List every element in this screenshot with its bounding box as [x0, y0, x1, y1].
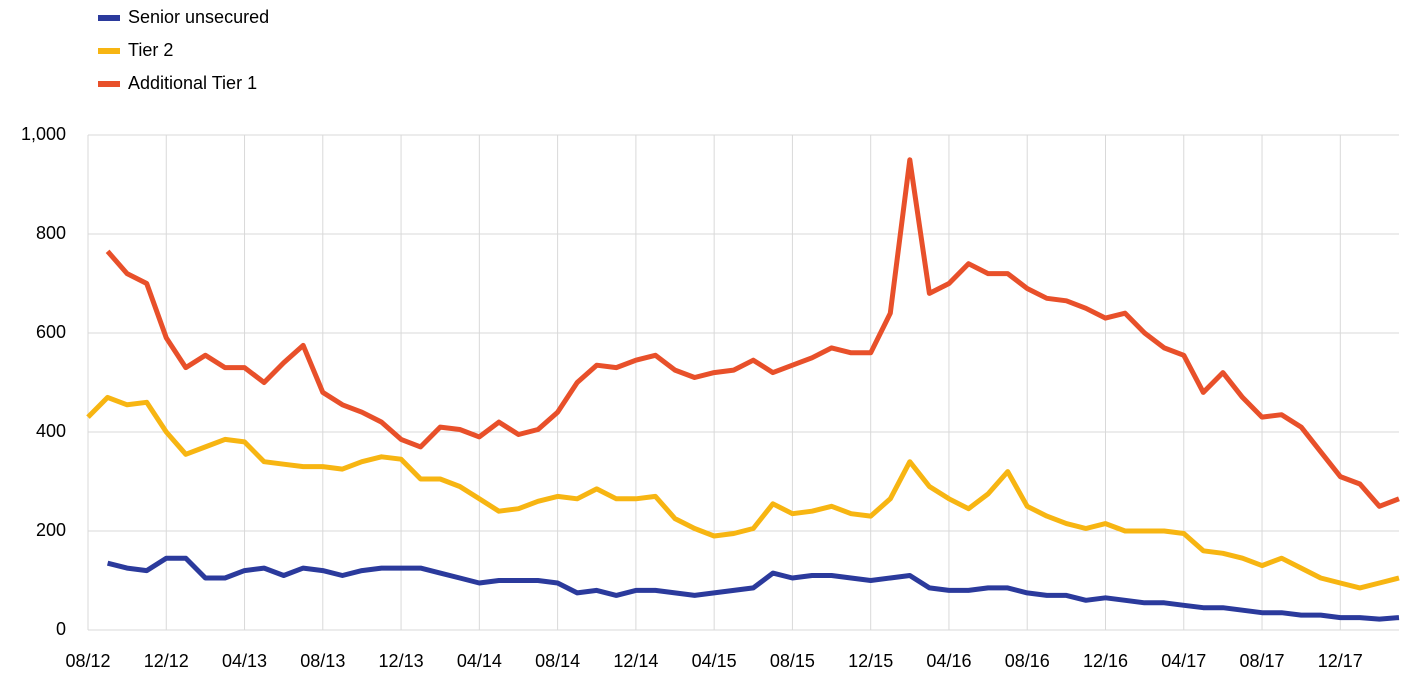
y-tick-label: 600	[36, 322, 66, 342]
series-line	[86, 394, 1400, 591]
y-tick-label: 400	[36, 421, 66, 441]
series-line	[105, 157, 1400, 509]
x-tick-label: 04/17	[1161, 651, 1206, 671]
x-tick-label: 08/17	[1240, 651, 1285, 671]
x-tick-label: 08/13	[300, 651, 345, 671]
x-tick-label: 08/15	[770, 651, 815, 671]
x-tick-label: 12/14	[613, 651, 658, 671]
y-tick-label: 0	[56, 619, 66, 639]
x-tick-label: 04/15	[692, 651, 737, 671]
x-tick-label: 12/12	[144, 651, 189, 671]
x-tick-label: 12/13	[379, 651, 424, 671]
x-tick-label: 04/14	[457, 651, 502, 671]
y-tick-label: 200	[36, 520, 66, 540]
x-tick-label: 12/17	[1318, 651, 1363, 671]
x-tick-label: 08/12	[65, 651, 110, 671]
y-tick-label: 800	[36, 223, 66, 243]
legend-label: Senior unsecured	[128, 7, 269, 27]
legend-label: Tier 2	[128, 40, 173, 60]
y-tick-label: 1,000	[21, 124, 66, 144]
x-tick-label: 08/16	[1005, 651, 1050, 671]
x-tick-label: 04/16	[926, 651, 971, 671]
x-tick-label: 04/13	[222, 651, 267, 671]
legend-label: Additional Tier 1	[128, 73, 257, 93]
series-line	[106, 555, 1400, 622]
x-tick-label: 12/16	[1083, 651, 1128, 671]
x-tick-label: 08/14	[535, 651, 580, 671]
x-tick-label: 12/15	[848, 651, 893, 671]
